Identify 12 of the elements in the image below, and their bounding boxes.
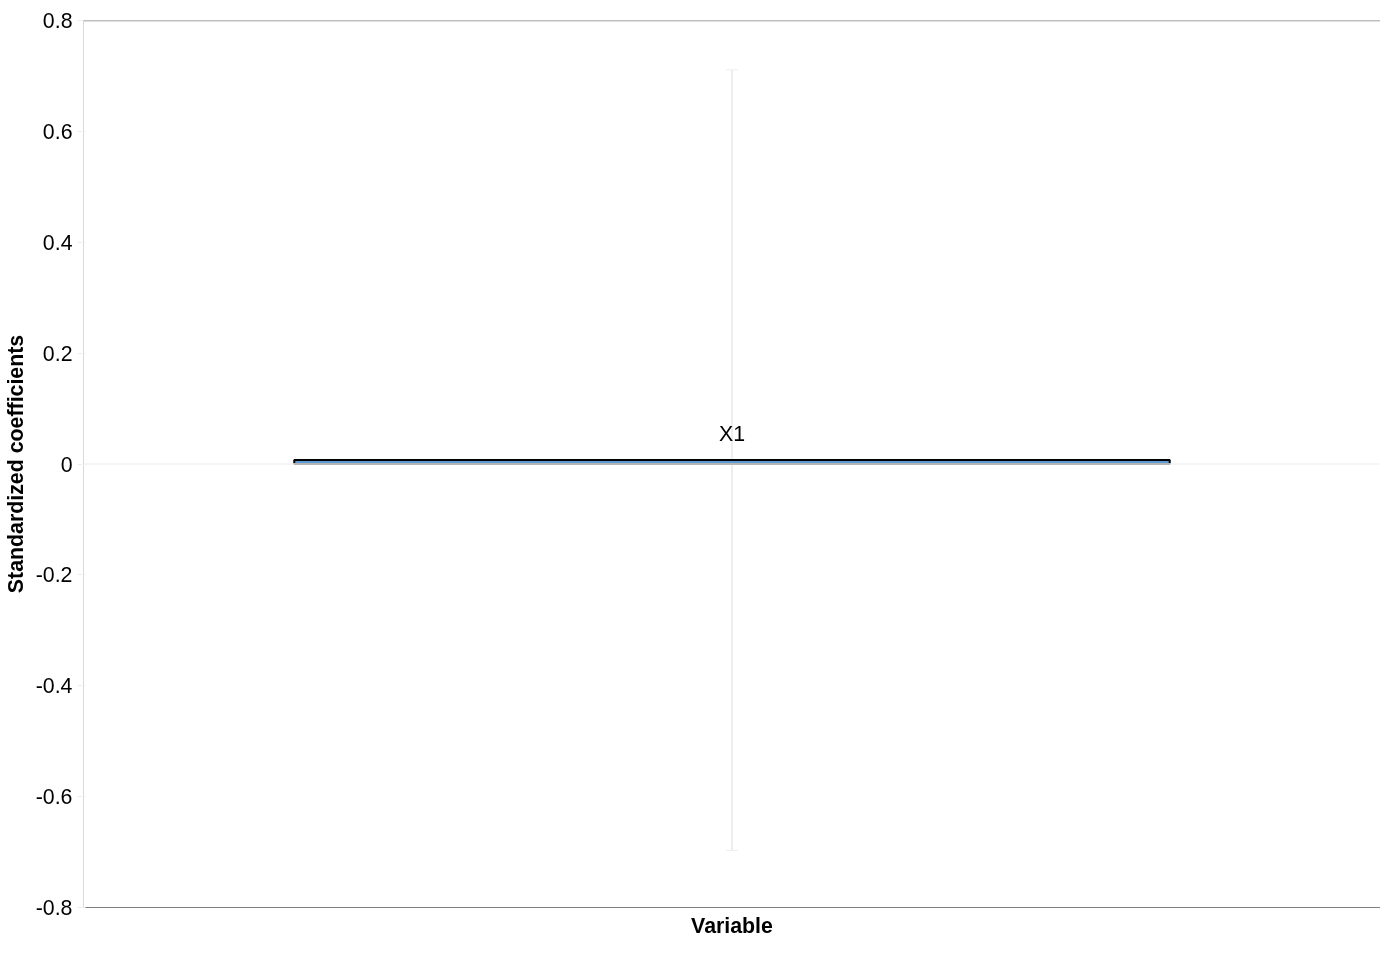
- y-tick-label: 0.4: [42, 230, 73, 255]
- y-tick-label: -0.2: [35, 563, 73, 588]
- x-axis-title: Variable: [691, 913, 774, 938]
- y-axis-title: Standardized coefficients: [3, 334, 28, 594]
- y-tick-label: -0.8: [35, 896, 73, 920]
- x-tick-label: X1: [718, 422, 746, 447]
- y-tick-label: 0.6: [42, 119, 73, 144]
- y-tick-label: -0.6: [35, 785, 73, 810]
- y-tick-label: 0.8: [42, 9, 73, 33]
- y-tick-label: 0: [60, 452, 73, 477]
- y-tick-label: 0.2: [42, 341, 73, 366]
- y-tick-label: -0.4: [35, 674, 73, 699]
